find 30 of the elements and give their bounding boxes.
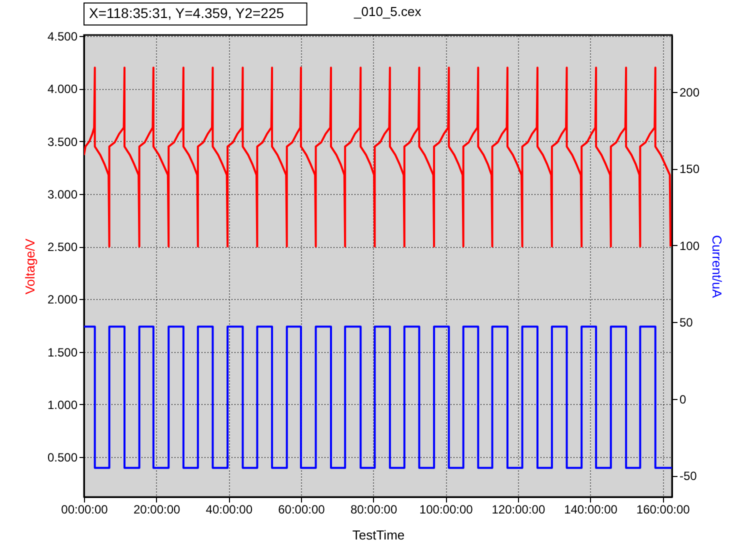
y2-tick-label: 100 <box>680 238 700 253</box>
x-tick-label: 140:00:00 <box>564 502 618 516</box>
line-series <box>84 66 672 248</box>
y-tick-label: 3.000 <box>47 187 78 202</box>
y-axis-title: Voltage/V <box>22 238 38 294</box>
y2-tick-label: 150 <box>680 162 700 176</box>
y2-tick-label: 50 <box>680 316 694 330</box>
x-tick-label: 80:00:00 <box>350 502 398 516</box>
y-tick-label: 1.000 <box>47 398 78 412</box>
y-tick-label: 1.500 <box>47 345 78 360</box>
x-axis-title: TestTime <box>352 528 405 542</box>
y2-tick-label: -50 <box>680 469 698 484</box>
x-tick-label: 40:00:00 <box>206 502 253 516</box>
y-tick-label: 0.500 <box>47 450 78 465</box>
x-tick-label: 160:00:00 <box>636 502 690 516</box>
x-tick-label: 120:00:00 <box>492 502 546 516</box>
x-tick-label: 20:00:00 <box>133 502 180 516</box>
y-tick-label: 3.500 <box>47 134 78 149</box>
chart-subtitle: _010_5.cex <box>353 4 422 19</box>
y-tick-label: 2.000 <box>47 292 78 307</box>
y-tick-label: 2.500 <box>47 240 78 254</box>
y-tick-label: 4.000 <box>47 82 78 96</box>
x-tick-label: 60:00:00 <box>278 502 326 516</box>
y2-tick-label: 200 <box>680 85 700 100</box>
x-tick-label: 100:00:00 <box>419 502 474 516</box>
chart-title: X=118:35:31, Y=4.359, Y2=225 <box>89 5 284 21</box>
x-tick-label: 00:00:00 <box>61 502 108 516</box>
y2-tick-label: 0 <box>680 392 686 406</box>
y-tick-label: 4.500 <box>47 30 78 44</box>
y2-axis-title: Current/uA <box>710 235 725 298</box>
